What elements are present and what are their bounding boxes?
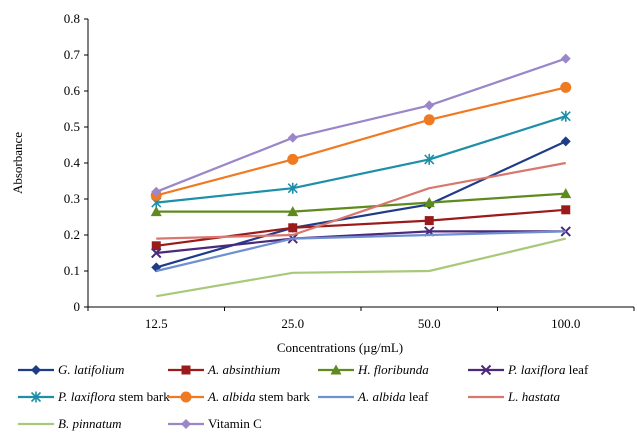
legend-label: Vitamin C <box>208 416 262 431</box>
series-line <box>155 57 567 193</box>
series-5 <box>150 81 572 201</box>
series-line <box>156 192 566 213</box>
x-tick-label: 25.0 <box>281 316 304 331</box>
legend-marker <box>30 391 42 403</box>
data-point <box>561 205 571 215</box>
legend-suffix: stem bark <box>256 389 311 404</box>
x-tick-label: 50.0 <box>418 316 441 331</box>
data-point <box>288 223 298 233</box>
y-tick-label: 0.6 <box>64 83 81 98</box>
legend-marker <box>31 365 41 375</box>
x-tick-label: 100.0 <box>551 316 580 331</box>
legend-item: P. laxiflora stem bark <box>18 389 170 404</box>
data-point <box>287 132 298 143</box>
legend: G. latifolium A. absinthium H. floribunda P… <box>18 362 589 431</box>
data-point <box>560 136 571 147</box>
legend-label: L. hastata <box>507 389 561 404</box>
legend-species: G. latifolium <box>58 362 124 377</box>
legend-species: A. albida <box>357 389 406 404</box>
y-tick-label: 0.5 <box>64 119 80 134</box>
data-point <box>560 188 572 199</box>
legend-item: H. floribunda <box>318 362 429 377</box>
legend-marker <box>330 364 342 375</box>
legend-species: A. absinthium <box>207 362 280 377</box>
data-point <box>424 216 434 226</box>
y-tick-label: 0.7 <box>64 47 81 62</box>
legend-label: A. absinthium <box>207 362 280 377</box>
legend-species: A. albida <box>207 389 256 404</box>
x-axis-ticks: 12.5 25.0 50.0 100.0 <box>87 307 635 331</box>
legend-species: P. laxiflora <box>507 362 566 377</box>
series-3 <box>151 226 571 259</box>
legend-label: H. floribunda <box>357 362 429 377</box>
y-axis-label: Absorbance <box>10 132 25 194</box>
y-tick-label: 0.3 <box>64 191 80 206</box>
legend-suffix: stem bark <box>116 389 171 404</box>
legend-suffix: Vitamin C <box>208 416 262 431</box>
legend-item: L. hastata <box>468 389 561 404</box>
legend-species: H. floribunda <box>357 362 429 377</box>
data-point <box>560 53 571 64</box>
legend-label: P. laxiflora stem bark <box>57 389 170 404</box>
series-line <box>155 230 566 273</box>
series-6 <box>155 230 566 273</box>
legend-item: P. laxiflora leaf <box>468 362 589 377</box>
legend-label: B. pinnatum <box>58 416 122 431</box>
legend-item: A. absinthium <box>168 362 280 377</box>
x-tick-label: 12.5 <box>145 316 168 331</box>
series-8 <box>156 237 567 298</box>
data-point <box>151 186 162 197</box>
y-tick-label: 0.8 <box>64 11 80 26</box>
data-point <box>151 241 161 251</box>
legend-suffix: leaf <box>566 362 589 377</box>
legend-item: Vitamin C <box>168 416 262 431</box>
series-line <box>156 237 567 298</box>
data-point <box>424 153 435 165</box>
y-axis-ticks: 0 0.1 0.2 0.3 0.4 0.5 0.6 0.7 0.8 <box>64 11 88 314</box>
series-line <box>156 115 567 204</box>
data-point <box>560 81 572 93</box>
y-tick-label: 0.4 <box>64 155 81 170</box>
legend-label: A. albida stem bark <box>207 389 310 404</box>
data-point <box>287 153 299 165</box>
legend-marker <box>181 419 191 429</box>
data-point <box>151 247 162 259</box>
series-line <box>156 230 566 255</box>
series-2 <box>150 188 572 217</box>
x-axis-label: Concentrations (µg/mL) <box>277 340 403 355</box>
legend-item: G. latifolium <box>18 362 124 377</box>
series-7 <box>156 161 566 240</box>
series-line <box>155 140 567 269</box>
legend-suffix: leaf <box>406 389 429 404</box>
legend-item: B. pinnatum <box>18 416 122 431</box>
legend-label: P. laxiflora leaf <box>507 362 589 377</box>
data-point <box>560 110 571 122</box>
legend-marker <box>480 364 492 376</box>
series-layer <box>150 53 572 298</box>
legend-item: A. albida leaf <box>318 389 429 404</box>
series-line <box>155 86 567 197</box>
data-point <box>287 182 298 194</box>
legend-label: A. albida leaf <box>357 389 429 404</box>
data-point <box>287 206 299 217</box>
series-line <box>156 161 566 240</box>
data-point <box>423 114 435 126</box>
series-9 <box>151 53 571 197</box>
data-point <box>423 197 435 208</box>
data-point <box>150 206 162 217</box>
y-tick-label: 0.1 <box>64 263 80 278</box>
y-tick-label: 0 <box>74 299 81 314</box>
legend-species: B. pinnatum <box>58 416 122 431</box>
legend-species: P. laxiflora <box>57 389 116 404</box>
legend-marker <box>180 391 192 403</box>
legend-marker <box>181 365 191 375</box>
legend-label: G. latifolium <box>58 362 124 377</box>
data-point <box>424 100 435 111</box>
legend-species: L. hastata <box>507 389 561 404</box>
y-tick-label: 0.2 <box>64 227 80 242</box>
series-4 <box>151 110 571 209</box>
legend-item: A. albida stem bark <box>168 389 310 404</box>
